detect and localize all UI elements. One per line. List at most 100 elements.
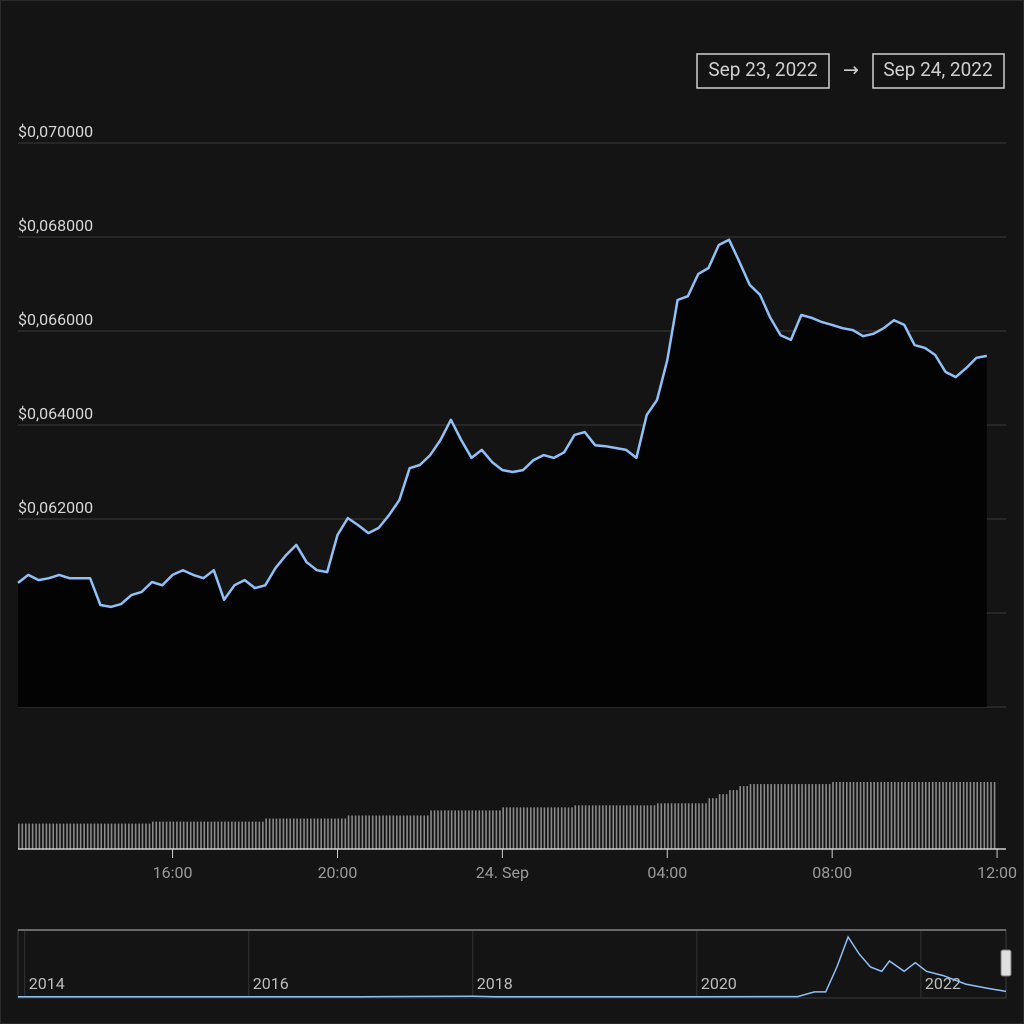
volume-bar — [863, 782, 865, 849]
volume-bar — [172, 821, 175, 849]
volume-bar — [629, 805, 632, 849]
volume-bar — [519, 807, 522, 849]
volume-bar — [605, 805, 608, 849]
volume-bar — [79, 823, 82, 849]
volume-bar — [365, 815, 367, 849]
range-from[interactable]: Sep 23, 2022 — [708, 58, 817, 81]
volume-bar — [97, 823, 99, 849]
volume-bar — [553, 807, 556, 849]
range-from-box[interactable] — [696, 53, 830, 89]
volume-bar — [66, 823, 68, 849]
volume-bar — [323, 818, 326, 849]
volume-bar — [749, 784, 752, 849]
volume-bar — [45, 823, 48, 849]
volume-bar — [760, 784, 762, 849]
volume-bar — [842, 782, 845, 849]
x-tick-label: 24. Sep — [476, 863, 529, 882]
volume-bar — [794, 784, 797, 849]
volume-bar — [237, 821, 240, 849]
volume-bar — [856, 782, 858, 849]
volume-bar — [289, 818, 292, 849]
volume-bar — [780, 784, 783, 849]
volume-bar — [505, 807, 508, 849]
volume-bar — [279, 818, 281, 849]
volume-bar — [773, 784, 776, 849]
volume-bar — [402, 815, 405, 849]
range-to[interactable]: Sep 24, 2022 — [883, 58, 992, 81]
volume-bar — [492, 810, 494, 849]
volume-bar — [38, 823, 41, 849]
volume-bar — [327, 818, 329, 849]
volume-bar — [938, 782, 941, 849]
volume-bar — [330, 818, 333, 849]
volume-bar — [633, 805, 635, 849]
volume-bar — [310, 818, 312, 849]
volume-bar — [382, 815, 384, 849]
volume-bar — [186, 821, 188, 849]
volume-bar — [316, 818, 319, 849]
volume-bar — [955, 782, 958, 849]
volume-bar — [354, 815, 357, 849]
volume-bar — [698, 803, 700, 849]
volume-bar — [722, 794, 724, 849]
volume-bar — [344, 818, 347, 849]
volume-bar — [687, 803, 690, 849]
volume-bar — [622, 805, 625, 849]
volume-bar — [557, 807, 560, 849]
volume-bar — [227, 821, 230, 849]
volume-bar — [385, 815, 388, 849]
volume-bar — [69, 823, 72, 849]
volume-bar — [529, 807, 532, 849]
volume-bar — [522, 807, 525, 849]
volume-bar — [797, 784, 800, 849]
volume-bar — [732, 790, 735, 849]
navigator-handle[interactable] — [1000, 949, 1012, 977]
volume-bar — [894, 782, 896, 849]
volume-bar — [560, 807, 563, 849]
volume-bar — [306, 818, 309, 849]
volume-bar — [488, 810, 491, 849]
volume-bar — [196, 821, 199, 849]
volume-bar — [949, 782, 951, 849]
volume-bar — [474, 810, 477, 849]
volume-bar — [639, 805, 642, 849]
x-tick-label: 08:00 — [812, 863, 852, 882]
volume-bar — [48, 823, 51, 849]
volume-bar — [880, 782, 882, 849]
volume-bar — [481, 810, 484, 849]
volume-bar — [591, 805, 594, 849]
volume-bar — [729, 790, 731, 849]
volume-bar — [193, 821, 195, 849]
volume-bar — [103, 823, 106, 849]
volume-bar — [151, 821, 154, 849]
volume-bar — [808, 784, 810, 849]
volume-bar — [821, 784, 824, 849]
volume-bar — [396, 815, 398, 849]
volume-bar — [839, 782, 841, 849]
y-tick-label: $0,070000 — [18, 122, 93, 141]
volume-bar — [512, 807, 515, 849]
volume-bar — [646, 805, 649, 849]
volume-bar — [736, 790, 738, 849]
volume-bar — [547, 807, 549, 849]
volume-bar — [31, 823, 34, 849]
volume-bar — [169, 821, 171, 849]
volume-bar — [220, 821, 223, 849]
volume-bar — [660, 803, 663, 849]
range-to-box[interactable] — [872, 53, 1005, 89]
volume-bar — [378, 815, 381, 849]
volume-bar — [746, 786, 749, 849]
volume-bar — [928, 782, 931, 849]
volume-bar — [158, 821, 161, 849]
volume-bar — [742, 786, 745, 849]
volume-bar — [770, 784, 772, 849]
volume-bar — [701, 803, 704, 849]
volume-bar — [849, 782, 852, 849]
volume-bar — [444, 810, 446, 849]
x-tick-label: 20:00 — [318, 863, 358, 882]
volume-bar — [828, 784, 831, 849]
volume-bar — [818, 784, 821, 849]
volume-bar — [371, 815, 374, 849]
volume-bar — [815, 784, 817, 849]
